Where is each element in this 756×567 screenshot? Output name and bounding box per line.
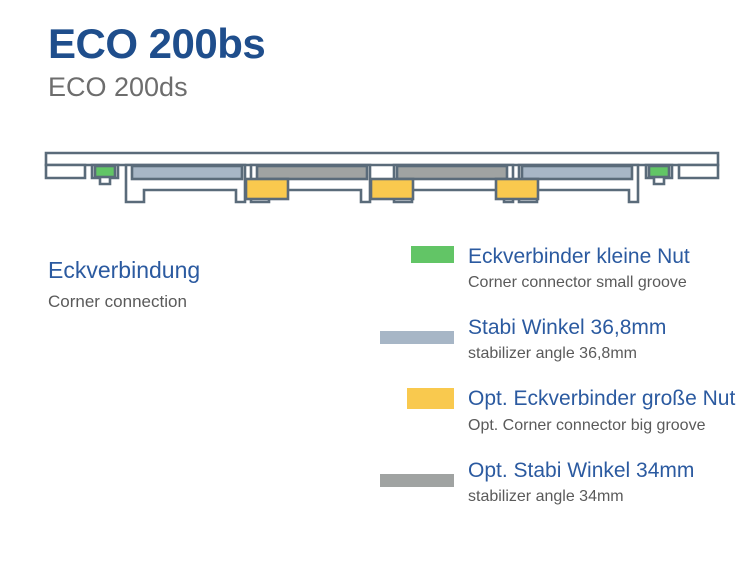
profile-cross-section-svg: [44, 151, 720, 204]
legend-label-en: stabilizer angle 36,8mm: [468, 345, 637, 363]
yellow-swatch: [407, 388, 454, 410]
legend-text: Opt. Stabi Winkel 34mm stabilizer angle …: [468, 458, 742, 507]
blue-gray-swatch: [380, 331, 454, 345]
legend-item: Opt. Stabi Winkel 34mm stabilizer angle …: [372, 458, 742, 507]
component-green-left: [93, 164, 117, 179]
legend-label-de: Opt. Stabi Winkel 34mm: [468, 458, 695, 482]
legend-swatch-cell: [372, 386, 468, 410]
component-yellow-1: [244, 177, 290, 201]
gray-swatch: [380, 473, 454, 487]
legend-label-de: Eckverbinder kleine Nut: [468, 245, 690, 268]
component-green-right: [647, 164, 671, 179]
component-yellow-3: [494, 177, 540, 201]
legend-swatch-cell: [372, 315, 468, 345]
legend-label-en: Corner connector small groove: [468, 274, 687, 292]
legend-label-en: Opt. Corner connector big groove: [468, 416, 706, 434]
right-end-channel: [677, 163, 720, 180]
component-blue-gray-left: [130, 164, 244, 181]
legend-text: Stabi Winkel 36,8mm stabilizer angle 36,…: [468, 315, 742, 364]
left-end-channel: [44, 163, 87, 180]
legend-item: Eckverbinder kleine Nut Corner connector…: [372, 244, 742, 293]
top-rail: [44, 151, 720, 167]
legend-label-de: Opt. Eckverbinder große Nut: [468, 387, 736, 411]
legend-swatch-cell: [372, 244, 468, 263]
legend-text: Opt. Eckverbinder große Nut Opt. Corner …: [468, 386, 742, 435]
component-blue-gray-right: [520, 164, 634, 181]
component-gray-right: [395, 164, 509, 181]
page-subtitle: ECO 200ds: [48, 72, 188, 103]
title-block: ECO 200bs ECO 200ds: [48, 20, 448, 103]
page-title: ECO 200bs: [48, 20, 266, 67]
technical-drawing: [40, 140, 724, 228]
caption-label-en: Corner connection: [48, 291, 187, 311]
legend-text: Eckverbinder kleine Nut Corner connector…: [468, 244, 742, 293]
legend: Eckverbinder kleine Nut Corner connector…: [372, 244, 742, 507]
green-swatch: [411, 246, 454, 263]
legend-swatch-cell: [372, 458, 468, 487]
component-gray-left: [255, 164, 369, 181]
legend-label-en: stabilizer angle 34mm: [468, 487, 624, 505]
legend-item: Opt. Eckverbinder große Nut Opt. Corner …: [372, 386, 742, 435]
legend-label-de: Stabi Winkel 36,8mm: [468, 316, 667, 340]
caption-label-de: Eckverbindung: [48, 257, 201, 283]
legend-item: Stabi Winkel 36,8mm stabilizer angle 36,…: [372, 315, 742, 364]
component-yellow-2: [369, 177, 415, 201]
corner-connection-caption: Eckverbindung Corner connection: [48, 256, 348, 313]
